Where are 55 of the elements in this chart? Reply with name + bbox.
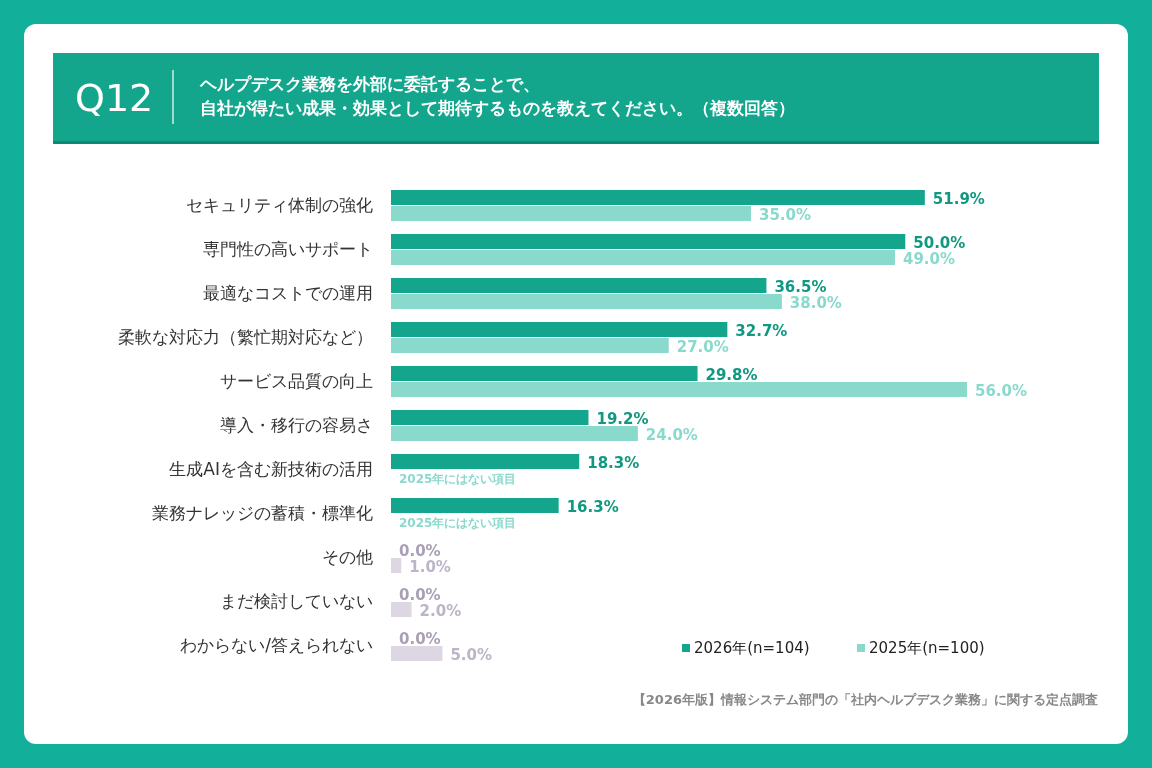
bar [391, 646, 443, 661]
bar [391, 190, 925, 205]
data-label: 50.0% [913, 234, 966, 252]
data-label: 51.9% [932, 190, 985, 208]
y-tick-label: その他 [322, 547, 373, 567]
bar [391, 294, 782, 309]
bar [391, 322, 728, 337]
bar [391, 234, 906, 249]
data-label: 19.2% [596, 410, 649, 428]
data-label: 1.0% [409, 558, 451, 576]
bar [391, 382, 967, 397]
bar [391, 338, 669, 353]
data-label: 29.8% [705, 366, 758, 384]
bar [391, 498, 559, 513]
data-label: 38.0% [789, 294, 842, 312]
data-label: 2.0% [419, 602, 462, 620]
legend-label: 2026年(n=104) [694, 639, 810, 657]
bar [391, 250, 895, 265]
bar [391, 426, 638, 441]
y-tick-label: 最適なコストでの運用 [203, 283, 373, 303]
annotation: 2025年にはない項目 [399, 472, 517, 486]
y-tick-label: 導入・移行の容易さ [220, 415, 373, 435]
y-tick-label: 生成AIを含む新技術の活用 [169, 459, 373, 479]
y-tick-label: サービス品質の向上 [220, 371, 373, 391]
data-label: 32.7% [735, 322, 788, 340]
y-tick-label: 柔軟な対応力（繁忙期対応など） [118, 327, 373, 347]
data-label: 49.0% [903, 250, 956, 268]
bar [391, 366, 698, 381]
data-label: 35.0% [759, 206, 812, 224]
y-tick-label: まだ検討していない [220, 591, 373, 611]
legend-label: 2025年(n=100) [869, 639, 985, 657]
data-label: 56.0% [975, 382, 1028, 400]
data-label: 36.5% [774, 278, 827, 296]
text: 【2026年版】情報システム部門の「社内ヘルプデスク業務」に関する定点調査 [632, 692, 1098, 707]
bar [391, 410, 589, 425]
data-label: 0.0% [399, 586, 441, 604]
chart-title: Q12 [75, 76, 154, 120]
y-tick-label: 専門性の高いサポート [203, 239, 373, 259]
data-label: 18.3% [587, 454, 640, 472]
y-tick-label: 業務ナレッジの蓄積・標準化 [152, 503, 373, 523]
chart-subtitle: ヘルプデスク業務を外部に委託することで、自社が得たい成果・効果として期待するものを教えてください。（複数回答） [199, 74, 795, 118]
annotation: 2025年にはない項目 [399, 516, 517, 530]
data-label: 16.3% [566, 498, 619, 516]
data-label: 27.0% [676, 338, 729, 356]
data-label: 5.0% [450, 646, 493, 664]
data-label: 0.0% [399, 542, 441, 560]
y-tick-label: セキュリティ体制の強化 [186, 195, 373, 215]
bar [391, 206, 751, 221]
y-tick-label: わからない/答えられない [180, 635, 373, 655]
bar [391, 278, 767, 293]
bar [391, 602, 412, 617]
data-label: 0.0% [399, 630, 441, 648]
bar [391, 558, 402, 573]
data-label: 24.0% [645, 426, 698, 444]
bar [391, 454, 580, 469]
